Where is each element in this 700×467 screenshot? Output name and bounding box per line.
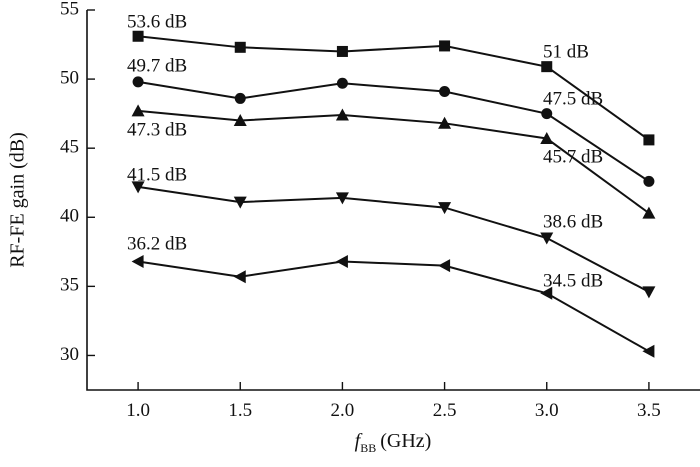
series-line: [137, 109, 650, 214]
circle-marker: [541, 108, 553, 120]
series-line: [137, 260, 650, 353]
series-1: [132, 30, 655, 146]
x-tick-label: 2.0: [331, 400, 355, 421]
data-label: 34.5 dB: [543, 270, 603, 291]
y-axis-ticks: 30 35 40 45 50 55: [60, 0, 95, 365]
data-label: 47.3 dB: [127, 119, 187, 140]
data-label: 47.5 dB: [543, 88, 603, 109]
circle-marker: [643, 175, 655, 187]
series-layer: [131, 30, 656, 358]
triangle-left-marker: [233, 270, 246, 284]
triangle-down-marker: [438, 202, 452, 215]
triangle-up-marker: [438, 116, 452, 129]
data-label: 41.5 dB: [127, 164, 187, 185]
plot-frame-axes: [86, 10, 700, 391]
y-tick-label: 45: [60, 137, 79, 158]
series-line: [137, 185, 650, 293]
square-marker: [439, 40, 451, 52]
x-axis-title-subscript: BB: [360, 441, 376, 455]
triangle-up-marker: [540, 132, 554, 145]
data-label: 49.7 dB: [127, 55, 187, 76]
circle-marker: [234, 92, 246, 104]
data-label: 36.2 dB: [127, 233, 187, 254]
y-tick-label: 35: [60, 275, 79, 296]
triangle-down-marker: [540, 232, 554, 245]
y-tick-label: 40: [60, 206, 79, 227]
x-axis-title-symbol: f: [355, 430, 363, 452]
data-label: 51 dB: [543, 41, 589, 62]
square-marker: [541, 61, 553, 73]
triangle-up-marker: [233, 114, 247, 127]
triangle-down-marker: [233, 196, 247, 209]
triangle-left-marker: [335, 254, 348, 268]
circle-marker: [439, 86, 451, 98]
y-tick-label: 50: [60, 67, 79, 88]
triangle-down-marker: [642, 286, 656, 299]
x-axis-title-unit: (GHz): [380, 430, 431, 452]
x-tick-label: 1.5: [228, 400, 252, 421]
triangle-left-marker: [438, 259, 451, 273]
triangle-up-marker: [642, 206, 656, 219]
square-marker: [336, 45, 348, 57]
x-tick-label: 3.0: [535, 400, 559, 421]
series-4: [131, 181, 656, 299]
x-tick-label: 2.5: [433, 400, 457, 421]
series-5: [131, 254, 655, 358]
annotation-layer: 53.6 dB 49.7 dB 47.3 dB 41.5 dB 36.2 dB 51 dB…: [127, 11, 603, 291]
square-marker: [132, 30, 144, 42]
data-label: 53.6 dB: [127, 11, 187, 32]
series-2: [132, 76, 655, 187]
triangle-left-marker: [642, 344, 655, 358]
triangle-up-marker: [131, 104, 145, 117]
circle-marker: [336, 77, 348, 89]
triangle-down-marker: [335, 192, 349, 205]
x-tick-label: 1.0: [126, 400, 150, 421]
y-tick-label: 30: [60, 344, 79, 365]
triangle-up-marker: [335, 108, 349, 121]
axes: [86, 10, 700, 391]
y-tick-label: 55: [60, 0, 79, 19]
data-label: 45.7 dB: [543, 146, 603, 167]
square-marker: [234, 41, 246, 53]
triangle-down-marker: [131, 181, 145, 194]
series-line: [137, 35, 650, 141]
x-axis-title: fBB (GHz): [355, 430, 432, 455]
triangle-left-marker: [131, 254, 144, 268]
series-line: [137, 80, 650, 183]
triangle-left-marker: [540, 286, 553, 300]
series-3: [131, 104, 656, 219]
y-axis-title: RF-FE gain (dB): [7, 132, 29, 268]
data-label: 38.6 dB: [543, 211, 603, 232]
square-marker: [643, 134, 655, 146]
circle-marker: [132, 76, 144, 88]
x-axis-ticks: 1.0 1.5 2.0 2.5 3.0 3.5: [126, 382, 661, 421]
x-tick-label: 3.5: [637, 400, 661, 421]
